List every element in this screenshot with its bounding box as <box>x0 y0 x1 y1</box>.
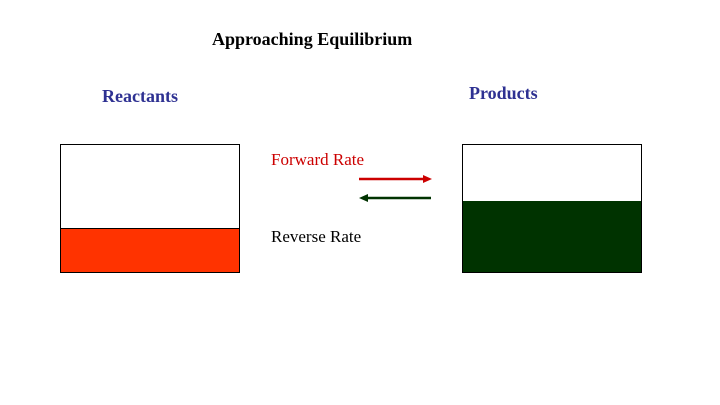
products-fill <box>463 200 641 272</box>
products-container <box>462 144 642 273</box>
forward-arrow-icon <box>359 175 432 183</box>
diagram-title: Approaching Equilibrium <box>212 29 413 49</box>
equilibrium-arrows <box>359 175 432 202</box>
products-label: Products <box>469 83 538 103</box>
reactants-fill <box>61 227 239 272</box>
reactants-label: Reactants <box>102 86 178 106</box>
reverse-arrow-icon <box>359 194 431 202</box>
reactants-container <box>60 144 240 273</box>
forward-rate-label: Forward Rate <box>271 150 365 169</box>
reverse-rate-label: Reverse Rate <box>271 227 362 246</box>
